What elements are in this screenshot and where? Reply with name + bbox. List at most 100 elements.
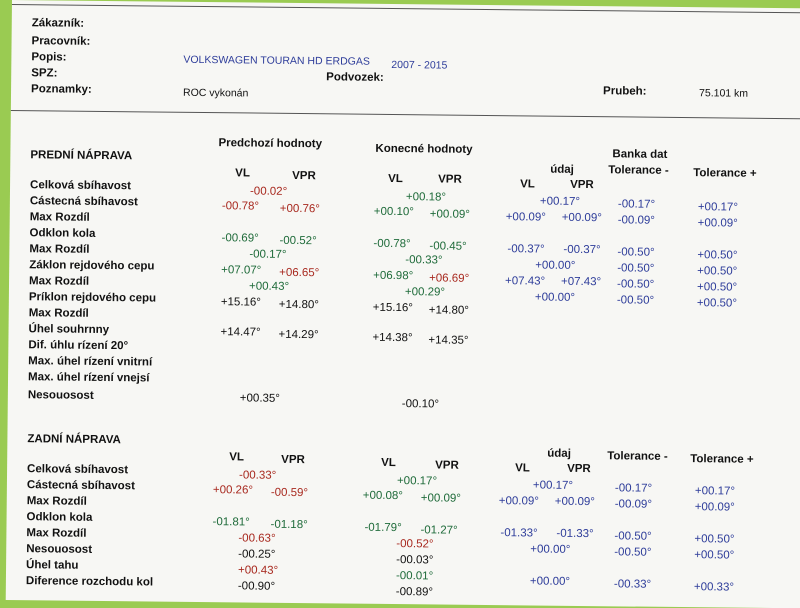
front-row-label: Max. úhel rízení vnitrní xyxy=(28,355,153,369)
front-final-castecna-vl: +00.10° xyxy=(373,205,414,219)
front-tol-plus-header: Tolerance + xyxy=(693,167,757,180)
rear-bank-celkova: +00.17° xyxy=(532,479,574,492)
front-row-label: Dif. úhlu rízení 20° xyxy=(28,339,129,353)
rear-final-vl-header: VL xyxy=(381,456,396,470)
front-final-priklon-vl: +15.16° xyxy=(372,301,413,315)
rear-axle-title: ZADNÍ NÁPRAVA xyxy=(27,433,121,447)
rear-bank-castecna-vl: +00.09° xyxy=(498,495,539,508)
front-bank-zaklon-vpr: +07.43° xyxy=(561,275,602,289)
rear-tol-plus-header: Tolerance + xyxy=(690,453,754,466)
front-row-label: Max Rozdíl xyxy=(28,275,90,288)
rear-tol-plus: +00.50° xyxy=(694,533,735,546)
front-bank-priklon: +00.00° xyxy=(534,291,576,304)
front-tol-minus: -00.17° xyxy=(617,198,656,211)
rear-bank-castecna-vpr: +00.09° xyxy=(554,495,595,509)
rear-bank-odklon-max: +00.00° xyxy=(530,543,571,556)
front-final-uhel-vpr: +14.35° xyxy=(428,334,469,347)
poznamky-label: Poznamky: xyxy=(31,83,92,96)
front-final-vpr-header: VPR xyxy=(438,173,462,186)
front-prev-uhel-vl: +14.47° xyxy=(220,326,261,339)
rear-row-label: Diference rozchodu kol xyxy=(25,575,154,589)
rear-prev-nesouosost: -00.25° xyxy=(238,548,276,561)
rear-prev-vl-header: VL xyxy=(229,451,244,464)
front-final-header: Konecné hodnoty xyxy=(375,142,473,156)
front-tol-minus: -00.50° xyxy=(617,262,655,275)
front-final-odklon-vl: -00.78° xyxy=(373,237,411,251)
vehicle-years: 2007 - 2015 xyxy=(391,58,448,72)
front-axle-title: PREDNÍ NÁPRAVA xyxy=(30,149,133,163)
rear-tol-plus: +00.33° xyxy=(693,581,735,594)
zakaznik-label: Zákazník: xyxy=(31,17,85,30)
front-final-castecna-vpr: +00.09° xyxy=(429,208,470,221)
rear-tol-minus: -00.50° xyxy=(614,546,652,559)
prubeh-value: 75.101 km xyxy=(698,87,749,100)
rear-bank-vl-header: VL xyxy=(515,462,530,475)
front-final-priklon-vpr: +14.80° xyxy=(428,304,469,317)
rear-row-label: Nesouosost xyxy=(26,543,93,556)
rear-prev-castecna-vpr: -00.59° xyxy=(270,486,309,500)
front-tol-minus: -00.50° xyxy=(616,294,655,307)
front-prev-priklon-vpr: +14.80° xyxy=(278,298,319,312)
rear-tol-plus: +00.09° xyxy=(694,501,735,514)
rear-prev-castecna-vl: +00.26° xyxy=(212,484,254,497)
rear-tol-minus: -00.50° xyxy=(614,530,652,543)
front-final-zaklon-max: +00.29° xyxy=(404,286,446,299)
front-prev-vl-header: VL xyxy=(235,167,250,180)
front-tol-minus: -00.50° xyxy=(617,246,655,259)
rear-prev-uhel-tahu: +00.43° xyxy=(237,564,279,577)
rear-row-label: Cástecná sbíhavost xyxy=(26,479,135,493)
front-tol-plus: +00.50° xyxy=(697,249,738,262)
front-final-uhel-vl: +14.38° xyxy=(372,331,413,345)
rear-final-odklon-vpr: -01.27° xyxy=(420,524,458,537)
rear-final-odklon-max: -00.52° xyxy=(396,538,434,551)
front-prev-odklon-vl: -00.69° xyxy=(221,232,259,245)
popis-label: Popis: xyxy=(31,51,67,64)
vehicle-name: VOLKSWAGEN TOURAN HD ERDGAS xyxy=(183,53,370,68)
front-prev-castecna-vpr: +00.76° xyxy=(279,202,320,216)
rear-prev-odklon-max: -00.63° xyxy=(238,532,276,545)
rear-tol-minus: -00.33° xyxy=(613,578,652,591)
front-prev-priklon-vl: +15.16° xyxy=(220,296,262,309)
front-udaj-header: údaj xyxy=(550,163,574,176)
front-tol-plus: +00.50° xyxy=(696,297,738,310)
rear-final-vpr-header: VPR xyxy=(435,459,459,472)
front-bank-vpr-header: VPR xyxy=(570,178,594,192)
front-prev-odklon-vpr: -00.52° xyxy=(279,234,317,248)
front-bank-odklon-max: +00.00° xyxy=(535,259,576,272)
rear-tol-minus: -00.09° xyxy=(614,498,653,511)
rear-final-celkova: +00.17° xyxy=(396,475,438,488)
spz-label: SPZ: xyxy=(31,67,58,80)
rear-prev-vpr-header: VPR xyxy=(281,453,305,467)
front-tol-plus: +00.50° xyxy=(697,265,738,278)
front-prev-zaklon-vpr: +06.65° xyxy=(279,266,320,280)
podvozek-label: Podvozek: xyxy=(326,71,384,84)
front-row-label: Max Rozdíl xyxy=(28,307,89,320)
rear-bank-diference: +00.00° xyxy=(529,575,571,588)
front-row-label: Úhel souhrnny xyxy=(28,323,110,337)
rear-row-label: Max Rozdíl xyxy=(26,495,87,508)
rear-final-diference: -00.89° xyxy=(395,586,434,599)
rear-row-label: Odklon kola xyxy=(26,511,93,524)
front-prev-castecna-vl: -00.78° xyxy=(221,200,260,213)
front-final-celkova: +00.18° xyxy=(405,191,447,204)
rear-tol-plus: +00.50° xyxy=(694,549,735,562)
top-rule xyxy=(11,3,800,14)
front-bank-celkova: +00.17° xyxy=(539,195,581,208)
front-tol-minus: -00.09° xyxy=(617,214,656,227)
front-prev-nesouosost: +00.35° xyxy=(239,392,280,405)
front-bank-odklon-vpr: -00.37° xyxy=(563,243,601,257)
header-rule xyxy=(10,109,800,120)
front-prev-odklon-max: -00.17° xyxy=(249,248,287,261)
front-bank-castecna-vl: +00.09° xyxy=(505,211,546,224)
front-bank-header: Banka dat xyxy=(612,148,668,161)
front-bank-castecna-vpr: +00.09° xyxy=(561,211,602,225)
rear-bank-odklon-vl: -01.33° xyxy=(500,527,538,540)
pracovnik-label: Pracovník: xyxy=(31,35,91,48)
front-final-odklon-max: -00.33° xyxy=(405,254,443,267)
front-row-label: Cástecná sbíhavost xyxy=(29,195,138,209)
front-final-zaklon-vpr: +06.69° xyxy=(429,272,470,285)
rear-tol-minus-header: Tolerance - xyxy=(607,450,668,463)
rear-row-label: Úhel tahu xyxy=(26,559,79,572)
front-row-label: Nesouosost xyxy=(27,389,94,402)
rear-bank-vpr-header: VPR xyxy=(567,462,591,476)
